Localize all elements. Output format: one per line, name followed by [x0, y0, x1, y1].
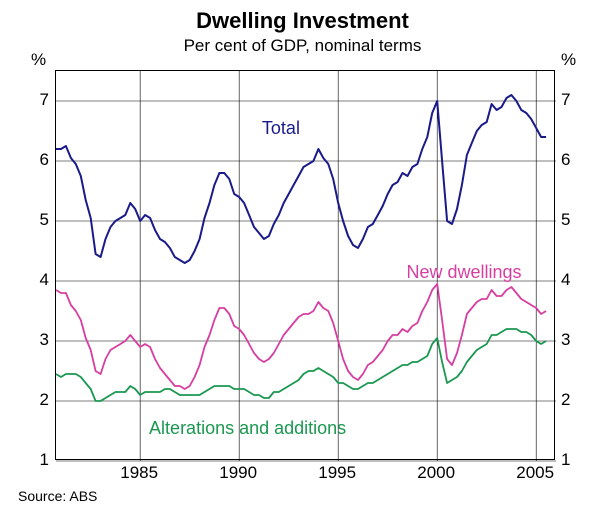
x-tick-label: 2000: [417, 463, 455, 483]
axis-unit-left: %: [31, 50, 46, 70]
y-tick-label-left: 6: [29, 150, 49, 170]
y-tick-label-right: 3: [561, 330, 570, 350]
series-label-new-dwellings: New dwellings: [406, 262, 521, 283]
series-label-total: Total: [262, 118, 300, 139]
x-tick-label: 1985: [120, 463, 158, 483]
y-tick-label-right: 7: [561, 90, 570, 110]
y-tick-label-left: 7: [29, 90, 49, 110]
x-tick-label: 2005: [516, 463, 554, 483]
y-tick-label-left: 5: [29, 210, 49, 230]
chart-container: Dwelling Investment Per cent of GDP, nom…: [0, 0, 605, 514]
y-tick-label-left: 3: [29, 330, 49, 350]
series-label-alterations-and-additions: Alterations and additions: [149, 418, 346, 439]
y-tick-label-right: 2: [561, 390, 570, 410]
source-text: Source: ABS: [18, 488, 97, 504]
y-tick-label-left: 1: [29, 450, 49, 470]
chart-subtitle: Per cent of GDP, nominal terms: [0, 34, 605, 56]
y-tick-label-right: 4: [561, 270, 570, 290]
axis-unit-right: %: [561, 50, 576, 70]
y-tick-label-right: 1: [561, 450, 570, 470]
y-tick-label-left: 2: [29, 390, 49, 410]
chart-title: Dwelling Investment: [0, 0, 605, 34]
y-tick-label-right: 6: [561, 150, 570, 170]
x-tick-label: 1990: [219, 463, 257, 483]
x-tick-label: 1995: [318, 463, 356, 483]
y-tick-label-right: 5: [561, 210, 570, 230]
y-tick-label-left: 4: [29, 270, 49, 290]
